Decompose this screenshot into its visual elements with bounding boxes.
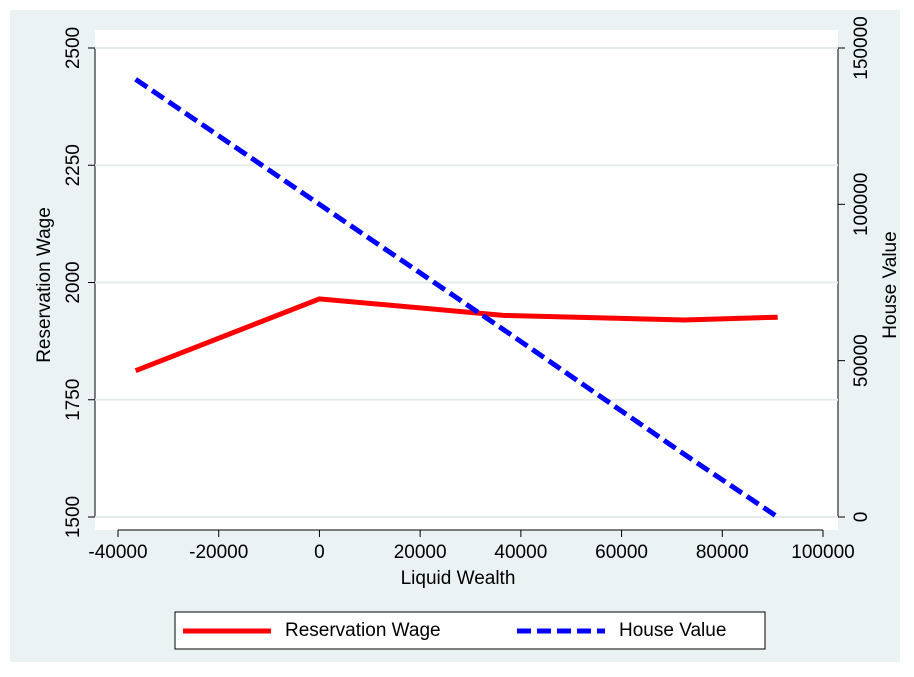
y2-tick-label: 50000	[851, 334, 872, 387]
x-tick-label: 20000	[394, 542, 447, 563]
x-tick-label: -40000	[88, 542, 147, 563]
y-axis-title: Reservation Wage	[34, 207, 55, 363]
x-tick-label: 0	[314, 542, 325, 563]
legend-label: House Value	[619, 620, 726, 641]
y2-tick-label: 100000	[851, 173, 872, 236]
y2-axis-title: House Value	[880, 231, 901, 338]
plot-area	[95, 30, 838, 530]
y-tick-label: 1750	[63, 379, 84, 421]
legend-label: Reservation Wage	[285, 620, 441, 641]
x-tick-label: 80000	[696, 542, 749, 563]
y2-tick-label: 0	[851, 512, 872, 523]
y2-tick-label: 150000	[851, 16, 872, 79]
y-tick-label: 2000	[63, 261, 84, 303]
y-tick-label: 1500	[63, 496, 84, 538]
x-tick-label: 100000	[791, 542, 854, 563]
series-line	[134, 77, 780, 520]
x-tick-label: 60000	[595, 542, 648, 563]
series-line	[134, 296, 778, 374]
x-axis-title: Liquid Wealth	[401, 568, 516, 589]
y-tick-label: 2500	[63, 27, 84, 69]
x-tick-label: 40000	[494, 542, 547, 563]
legend	[174, 611, 766, 650]
x-tick-label: -20000	[189, 542, 248, 563]
y-tick-label: 2250	[63, 144, 84, 186]
